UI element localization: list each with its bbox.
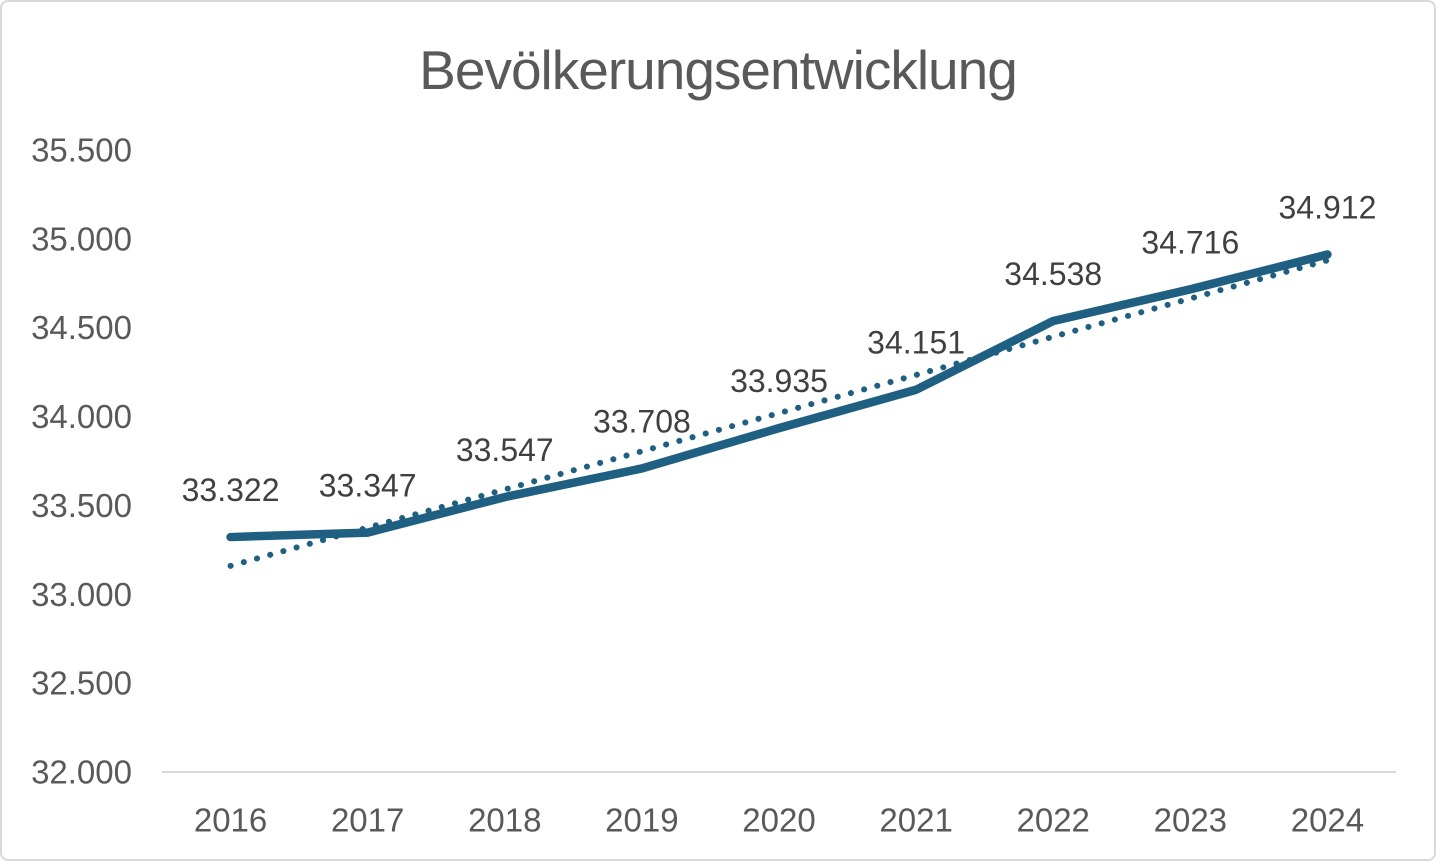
data-point-label: 33.347 (319, 468, 417, 504)
chart-title: Bevölkerungsentwicklung (419, 39, 1018, 101)
x-axis-tick-label: 2018 (468, 802, 541, 839)
series-line (226, 250, 1332, 542)
data-point-label: 33.708 (593, 403, 691, 439)
y-axis-tick-label: 33.500 (31, 487, 132, 524)
x-axis-tick-label: 2020 (742, 802, 815, 839)
data-point-label: 33.322 (182, 472, 280, 508)
y-axis-tick-label: 34.000 (31, 398, 132, 435)
trendline-dotted (227, 257, 1331, 569)
x-axis-tick-label: 2017 (331, 802, 404, 839)
x-axis-tick-label: 2023 (1154, 802, 1227, 839)
data-point-label: 33.547 (456, 432, 554, 468)
y-axis-tick-label: 32.000 (31, 754, 132, 791)
y-axis-tick-label: 35.500 (31, 132, 132, 169)
data-point-label: 34.151 (867, 325, 965, 361)
x-axis-tick-label: 2022 (1017, 802, 1090, 839)
data-point-label: 33.935 (730, 363, 828, 399)
x-axis-tick-label: 2019 (605, 802, 678, 839)
y-axis-tick-label: 34.500 (31, 309, 132, 346)
x-axis-tick-label: 2024 (1291, 802, 1364, 839)
y-axis-tick-label: 32.500 (31, 665, 132, 702)
x-axis-tick-label: 2016 (194, 802, 267, 839)
data-point-label: 34.538 (1004, 256, 1102, 292)
x-axis-tick-label: 2021 (879, 802, 952, 839)
data-point-label: 34.716 (1141, 224, 1239, 260)
y-axis-tick-label: 35.000 (31, 220, 132, 257)
y-axis-tick-label: 33.000 (31, 576, 132, 613)
data-point-label: 34.912 (1279, 189, 1377, 225)
